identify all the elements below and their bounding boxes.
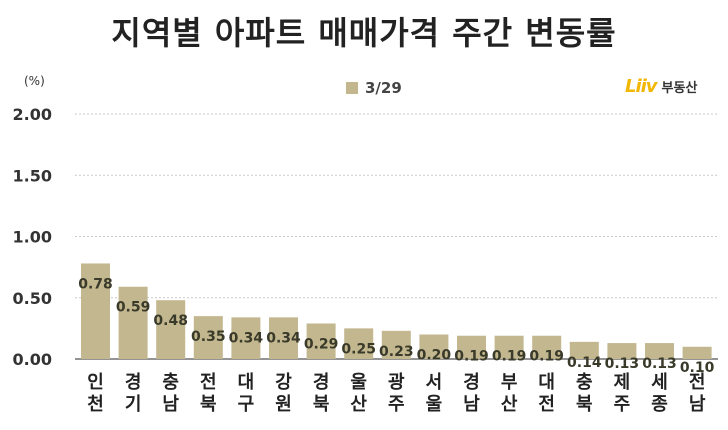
- bar: [569, 341, 599, 359]
- bar: [494, 335, 524, 359]
- x-tick-char: 대: [237, 372, 255, 393]
- x-tick-char: 북: [312, 394, 330, 415]
- x-tick-char: 기: [124, 394, 142, 415]
- x-tick-char: 서: [425, 372, 443, 393]
- x-tick-char: 강: [275, 372, 292, 393]
- data-label: 0.13: [605, 356, 640, 372]
- bar: [381, 330, 411, 359]
- data-label: 0.25: [341, 341, 376, 357]
- data-label: 0.14: [567, 355, 602, 371]
- x-tick-char: 주: [388, 394, 405, 415]
- x-tick-char: 대: [538, 372, 555, 393]
- bar: [269, 317, 298, 359]
- x-tick-char: 부: [500, 372, 518, 393]
- bar: [419, 334, 449, 359]
- x-tick-char: 북: [576, 394, 593, 415]
- x-tick-char: 산: [500, 394, 518, 415]
- x-tick-char: 광: [388, 372, 405, 393]
- data-label: 0.19: [529, 349, 564, 365]
- data-label: 0.34: [229, 330, 264, 346]
- bar: [532, 335, 562, 359]
- brand-name: 부동산: [661, 81, 698, 96]
- y-axis-unit: (%): [24, 74, 45, 88]
- data-label: 0.19: [454, 349, 489, 365]
- data-label: 0.34: [266, 330, 301, 346]
- bar: [457, 335, 486, 359]
- x-tick-char: 남: [162, 394, 179, 415]
- data-label: 0.78: [78, 276, 113, 292]
- x-tick-char: 주: [613, 394, 631, 415]
- bar: [118, 286, 148, 359]
- y-tick-label: 2.00: [13, 105, 52, 124]
- data-label: 0.48: [153, 313, 188, 329]
- bar: [682, 346, 712, 359]
- x-tick-char: 전: [538, 394, 555, 415]
- data-label: 0.10: [680, 360, 715, 376]
- x-tick-char: 제: [613, 372, 631, 393]
- x-tick-char: 충: [162, 372, 179, 393]
- x-tick-char: 인: [87, 372, 104, 393]
- x-tick-char: 종: [651, 394, 668, 415]
- x-tick-char: 울: [350, 372, 367, 393]
- y-tick-label: 1.50: [13, 166, 52, 185]
- x-tick-char: 구: [237, 394, 255, 415]
- data-label: 0.13: [642, 356, 677, 372]
- x-tick-char: 산: [350, 394, 367, 415]
- bar: [193, 316, 223, 359]
- bar: [344, 328, 374, 359]
- liiv-logo: Liiv: [625, 76, 658, 97]
- data-label: 0.29: [304, 336, 339, 352]
- x-tick-char: 경: [463, 372, 480, 393]
- x-tick-char: 천: [87, 394, 104, 415]
- bar: [231, 317, 261, 359]
- y-tick-label: 0.50: [13, 289, 52, 308]
- x-tick-char: 남: [463, 394, 480, 415]
- data-label: 0.23: [379, 344, 414, 360]
- x-tick-char: 전: [688, 372, 706, 393]
- bar: [645, 343, 674, 359]
- data-label: 0.19: [492, 349, 527, 365]
- x-tick-char: 경: [312, 372, 330, 393]
- brand-logo: Liiv 부동산: [625, 76, 697, 97]
- x-tick-char: 울: [425, 394, 443, 415]
- x-tick-char: 남: [688, 394, 706, 415]
- chart-title: 지역별 아파트 매매가격 주간 변동률: [111, 14, 617, 52]
- x-tick-char: 북: [200, 394, 217, 415]
- legend-swatch: [346, 82, 358, 94]
- data-label: 0.59: [116, 300, 151, 316]
- legend: 3/29: [346, 79, 402, 97]
- x-tick-char: 충: [576, 372, 593, 393]
- y-tick-label: 0.00: [13, 350, 52, 369]
- data-label: 0.35: [191, 329, 226, 345]
- bar: [81, 263, 110, 359]
- bar: [156, 300, 186, 359]
- x-tick-char: 전: [200, 372, 217, 393]
- data-label: 0.20: [417, 348, 452, 364]
- x-tick-char: 원: [275, 394, 292, 415]
- x-tick-char: 세: [651, 372, 668, 393]
- legend-label: 3/29: [365, 79, 402, 97]
- x-tick-char: 경: [124, 372, 142, 393]
- y-tick-label: 1.00: [13, 228, 52, 247]
- bar: [607, 343, 637, 359]
- bar: [306, 323, 336, 359]
